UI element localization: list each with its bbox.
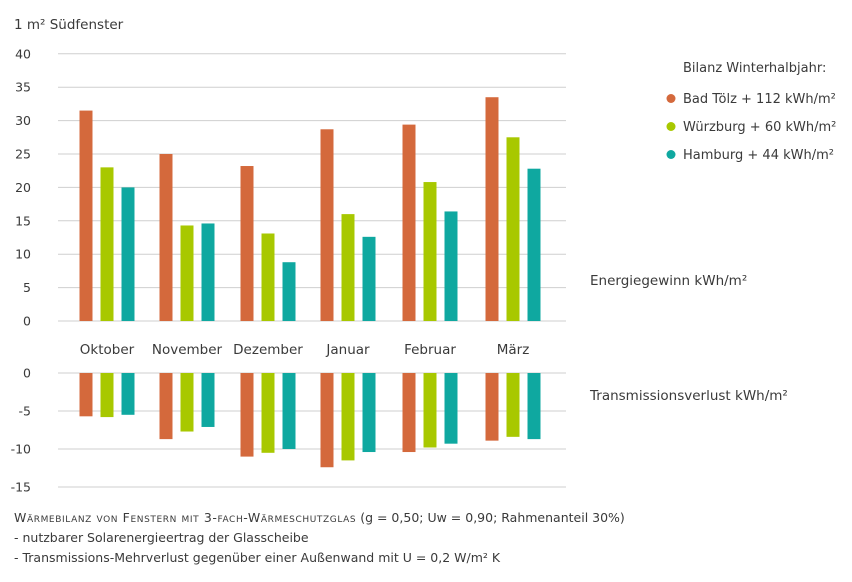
loss-bar [506,373,520,437]
gain-bar [362,236,376,321]
legend-marker [666,94,676,103]
gain-bar [320,129,334,321]
gain-bar [121,187,135,321]
loss-bar [362,373,376,453]
loss-tick-label: 0 [23,366,31,381]
loss-bar [180,373,194,432]
gain-bar [282,262,296,321]
loss-tick-label: -5 [19,404,31,419]
loss-bar [159,373,173,440]
category-label: November [152,342,223,358]
gain-tick-label: 0 [23,314,31,329]
loss-tick-label: -15 [11,480,31,495]
gain-bar [341,214,355,321]
legend-marker [666,122,676,131]
loss-bar [444,373,458,444]
category-label: Januar [325,342,370,358]
gain-tick-label: 5 [23,280,31,295]
legend-title: Bilanz Winterhalbjahr: [683,61,826,76]
loss-tick-label: -10 [11,442,31,457]
caption-note-transmission: - Transmissions-Mehrverlust gegenüber ei… [14,550,501,565]
gain-bar [485,97,499,321]
chart-caption: Wärmebilanz von Fenstern mit 3-fach-Wärm… [14,508,625,568]
loss-bar [121,373,135,415]
gain-bar [402,124,416,321]
gain-bar [506,137,520,321]
category-label: Oktober [80,342,135,358]
gain-bar [79,110,93,321]
gain-bar [100,167,114,321]
unit-label: 1 m² Südfenster [14,17,124,33]
gain-tick-label: 10 [15,247,31,262]
legend-entry: Würzburg + 60 kWh/m² [683,120,836,135]
category-label: März [497,342,530,358]
loss-bar [527,373,541,440]
loss-bar [320,373,334,468]
gain-tick-label: 35 [15,80,31,95]
loss-bar [201,373,215,427]
gain-section-label: Energiegewinn kWh/m² [590,273,747,289]
loss-bar [402,373,416,453]
caption-note-solar: - nutzbarer Solarenergieertrag der Glass… [14,530,309,545]
caption-params: (g = 0,50; Uw = 0,90; Rahmenanteil 30%) [360,510,625,525]
legend-entry: Bad Tölz + 112 kWh/m² [683,92,836,107]
legend-entry: Hamburg + 44 kWh/m² [683,148,834,163]
legend-marker [666,150,676,159]
gain-tick-label: 20 [15,180,31,195]
category-label: Dezember [233,342,303,358]
gain-bar [444,211,458,321]
gain-bar [240,166,254,321]
loss-bar [282,373,296,449]
loss-bar [341,373,355,461]
gain-bar [159,154,173,321]
loss-bar [240,373,254,457]
caption-title-line: Wärmebilanz von Fenstern mit 3-fach-Wärm… [14,508,625,528]
loss-bar [423,373,437,448]
loss-bar [261,373,275,453]
loss-bar [100,373,114,418]
gain-bar [201,223,215,321]
gain-tick-label: 15 [15,213,31,228]
gain-bar [261,233,275,321]
gain-bar [527,168,541,321]
gain-tick-label: 25 [15,147,31,162]
category-label: Februar [404,342,456,358]
gain-bar [423,182,437,321]
loss-bar [485,373,499,441]
gain-tick-label: 40 [15,46,31,61]
caption-title: Wärmebilanz von Fenstern mit 3-fach-Wärm… [14,510,357,525]
gain-bar [180,225,194,321]
gain-tick-label: 30 [15,113,31,128]
loss-bar [79,373,93,417]
loss-section-label: Transmissionsverlust kWh/m² [589,388,788,404]
heat-balance-chart: 1 m² Südfenster 0 5 10 15 20 25 30 35 40 0 -5 -10 -15… [11,17,837,495]
